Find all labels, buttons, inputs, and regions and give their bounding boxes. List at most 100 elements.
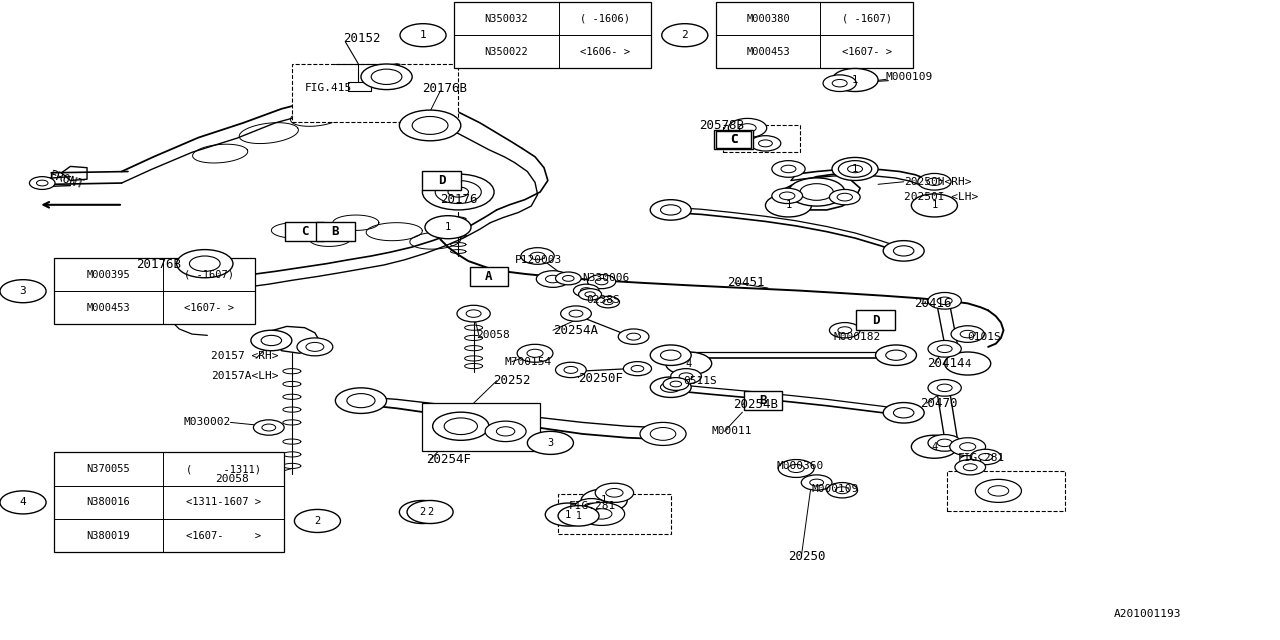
Bar: [744, 391, 782, 410]
Circle shape: [558, 506, 599, 526]
Text: 20250H<RH>: 20250H<RH>: [904, 177, 972, 187]
Circle shape: [750, 136, 781, 151]
Text: P120003: P120003: [515, 255, 562, 265]
Text: M000182: M000182: [833, 332, 881, 342]
Circle shape: [575, 499, 608, 515]
Text: B: B: [332, 225, 339, 238]
Circle shape: [829, 323, 860, 338]
Circle shape: [361, 64, 412, 90]
Circle shape: [847, 165, 863, 173]
Circle shape: [0, 280, 46, 303]
Circle shape: [650, 200, 691, 220]
Circle shape: [739, 124, 756, 132]
Circle shape: [335, 388, 387, 413]
Bar: [856, 310, 895, 330]
Bar: [316, 222, 355, 241]
Text: <1607- >: <1607- >: [183, 303, 234, 313]
Bar: [54, 258, 255, 324]
Circle shape: [262, 424, 275, 431]
Circle shape: [517, 344, 553, 362]
Text: FIG.281: FIG.281: [957, 453, 1005, 463]
Circle shape: [407, 500, 453, 524]
Circle shape: [827, 483, 858, 498]
Circle shape: [466, 310, 481, 317]
Circle shape: [876, 345, 916, 365]
Circle shape: [928, 340, 961, 357]
Circle shape: [422, 174, 494, 210]
Circle shape: [928, 380, 961, 396]
Circle shape: [671, 381, 682, 387]
Circle shape: [402, 111, 458, 140]
Circle shape: [605, 488, 623, 497]
Text: 0511S: 0511S: [684, 376, 717, 387]
Circle shape: [960, 330, 975, 338]
Circle shape: [650, 345, 691, 365]
Bar: [714, 130, 753, 149]
Circle shape: [623, 362, 652, 376]
Text: N350022: N350022: [484, 47, 529, 57]
Circle shape: [988, 486, 1009, 496]
Text: 20254A: 20254A: [553, 324, 598, 337]
Text: 3: 3: [548, 438, 553, 448]
Text: ( -1607): ( -1607): [841, 13, 892, 24]
Circle shape: [536, 271, 570, 287]
Circle shape: [937, 297, 952, 305]
Bar: [723, 125, 800, 152]
Circle shape: [979, 454, 992, 460]
Text: 2: 2: [315, 516, 320, 526]
Text: N350032: N350032: [484, 13, 529, 24]
Circle shape: [527, 431, 573, 454]
Circle shape: [448, 187, 468, 197]
Circle shape: [975, 479, 1021, 502]
Text: M000453: M000453: [86, 303, 131, 313]
Circle shape: [603, 300, 613, 305]
Text: (     -1311): ( -1311): [186, 464, 261, 474]
Text: 1: 1: [786, 200, 791, 211]
Text: 1: 1: [852, 164, 858, 174]
Circle shape: [829, 189, 860, 205]
Circle shape: [666, 352, 712, 375]
Bar: [422, 403, 540, 451]
Text: <1607-     >: <1607- >: [186, 531, 261, 541]
Circle shape: [412, 116, 448, 134]
Text: 20157A<LH>: 20157A<LH>: [211, 371, 279, 381]
Circle shape: [579, 502, 625, 525]
Circle shape: [823, 75, 856, 92]
Circle shape: [556, 362, 586, 378]
Text: <1606- >: <1606- >: [580, 47, 630, 57]
Bar: [716, 131, 751, 148]
Text: 1: 1: [445, 222, 451, 232]
Text: 1: 1: [602, 495, 607, 506]
Circle shape: [497, 427, 515, 436]
Circle shape: [561, 306, 591, 321]
Circle shape: [662, 24, 708, 47]
Text: A: A: [485, 270, 493, 283]
Text: <1311-1607 >: <1311-1607 >: [186, 497, 261, 508]
Circle shape: [893, 408, 914, 418]
Text: ( -1607): ( -1607): [183, 269, 234, 280]
Text: FIG.281: FIG.281: [568, 500, 616, 511]
Circle shape: [950, 438, 986, 456]
Circle shape: [530, 252, 545, 260]
Circle shape: [838, 161, 872, 177]
Circle shape: [663, 378, 689, 390]
Circle shape: [788, 465, 804, 472]
Circle shape: [371, 69, 402, 84]
Circle shape: [527, 349, 543, 357]
Text: C: C: [730, 133, 737, 146]
Text: D: D: [438, 174, 445, 187]
Circle shape: [556, 272, 581, 285]
Text: 1: 1: [576, 511, 581, 521]
Circle shape: [29, 177, 55, 189]
Text: N330006: N330006: [582, 273, 630, 284]
Circle shape: [425, 216, 471, 239]
Circle shape: [579, 289, 602, 300]
Circle shape: [570, 310, 582, 317]
Text: 20250: 20250: [788, 550, 826, 563]
Text: 0101S: 0101S: [968, 332, 1001, 342]
Circle shape: [660, 382, 681, 392]
Circle shape: [883, 403, 924, 423]
Text: 20254F: 20254F: [426, 453, 471, 466]
Circle shape: [595, 483, 634, 502]
Text: 4: 4: [965, 358, 970, 369]
